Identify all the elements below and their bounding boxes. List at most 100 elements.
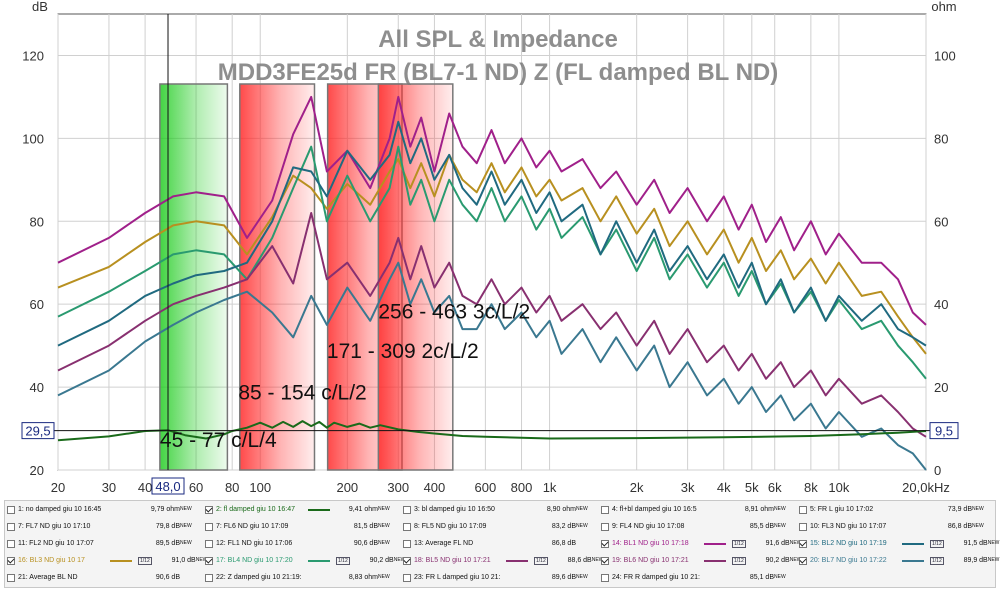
legend-checkbox[interactable] [799, 522, 807, 531]
legend-item[interactable]: 24: FR R damped giu 10 21: 85,1 dBNEW [599, 569, 786, 586]
legend-checkbox[interactable] [7, 556, 15, 565]
legend-line-sample [308, 523, 330, 530]
right-unit-label: ohm [931, 0, 956, 14]
left-unit-label: dB [32, 0, 48, 14]
legend-smoothing-badge[interactable]: 1/12 [930, 539, 944, 548]
legend-item[interactable]: 3: bl damped giu 10 16:50 8,90 ohmNEW [401, 501, 588, 518]
legend-item[interactable]: 1: no damped giu 10 16:45 9,79 ohmNEW [5, 501, 192, 518]
legend-new-tag: NEW [789, 557, 802, 563]
legend-line-sample [506, 506, 528, 513]
cursor-left-readout-box[interactable] [21, 422, 55, 440]
legend-item[interactable]: 21: Average BL ND 90,6 dB [5, 569, 180, 586]
legend-line-sample [704, 523, 726, 530]
legend-item-name: 5: FR L giu 10 17:02 [810, 506, 874, 513]
legend-item-value: 81,5 dB [353, 523, 378, 530]
legend-new-tag: NEW [195, 557, 208, 563]
series-line-6 [57, 420, 927, 442]
y-left-tick-label-1: 40 [30, 380, 44, 395]
legend-item-name: 9: FL4 ND giu 10 17:08 [612, 523, 685, 530]
legend-item-name: 7: FL7 ND giu 10 17:10 [18, 523, 91, 530]
x-tick-label-17: 8k [804, 480, 818, 495]
y-left-tick-label-3: 80 [30, 214, 44, 229]
legend-checkbox[interactable] [403, 522, 411, 531]
legend-checkbox[interactable] [601, 573, 609, 582]
legend-checkbox[interactable] [205, 522, 213, 531]
legend-checkbox[interactable] [205, 556, 213, 565]
legend-checkbox[interactable] [7, 573, 15, 582]
legend-item-value: 90,6 dB [155, 574, 180, 581]
legend-checkbox[interactable] [205, 505, 213, 514]
legend-checkbox[interactable] [601, 505, 609, 514]
legend-item-name: 13: Average FL ND [414, 540, 474, 547]
legend-item[interactable]: 13: Average FL ND 86,8 dB [401, 535, 576, 552]
legend-smoothing-badge[interactable]: 1/12 [336, 556, 350, 565]
legend-item[interactable]: 2: fl damped giu 10 16:47 9,41 ohmNEW [203, 501, 390, 518]
legend-checkbox[interactable] [403, 539, 411, 548]
legend-checkbox[interactable] [205, 573, 213, 582]
y-left-tick-label-0: 20 [30, 463, 44, 478]
legend-new-tag: NEW [378, 540, 390, 546]
legend-item[interactable]: 11: FL2 ND giu 10 17:07 89,5 dBNEW [5, 535, 192, 552]
legend-new-tag: NEW [576, 506, 588, 512]
legend-checkbox[interactable] [205, 539, 213, 548]
legend-item[interactable]: 20: BL7 ND giu 10 17:22 1/12 89,9 dBNEW [797, 552, 999, 569]
legend-item-name: 1: no damped giu 10 16:45 [18, 506, 102, 513]
cursor-right-readout-box[interactable] [929, 422, 959, 440]
legend-item[interactable]: 15: BL2 ND giu 10 17:19 1/12 91,5 dBNEW [797, 535, 999, 552]
legend-smoothing-badge[interactable]: 1/12 [732, 556, 746, 565]
cursor-x-readout-box[interactable] [151, 477, 185, 495]
legend-checkbox[interactable] [799, 505, 807, 514]
legend-smoothing-badge[interactable]: 1/12 [732, 539, 746, 548]
legend-item[interactable]: 16: BL3 ND giu 10 17 1/12 91,0 dBNEW [5, 552, 207, 569]
x-tick-label-6: 200 [336, 480, 358, 495]
legend-checkbox[interactable] [403, 505, 411, 514]
legend-item-value: 83,2 dB [551, 523, 576, 530]
legend-smoothing-badge[interactable]: 1/12 [930, 556, 944, 565]
legend-item-name: 24: FR R damped giu 10 21: [612, 574, 700, 581]
legend-item-name: 12: FL1 ND giu 10 17:06 [216, 540, 293, 547]
legend-item[interactable]: 18: BL5 ND giu 10 17:21 1/12 88,6 dBNEW [401, 552, 603, 569]
legend-checkbox[interactable] [601, 556, 609, 565]
legend-new-tag: NEW [180, 523, 192, 529]
legend-checkbox[interactable] [799, 556, 807, 565]
x-tick-label-3: 60 [189, 480, 203, 495]
series-line-0 [57, 95, 927, 326]
legend-checkbox[interactable] [601, 522, 609, 531]
legend-line-sample [902, 523, 924, 530]
legend-item-name: 11: FL2 ND giu 10 17:07 [18, 540, 94, 547]
legend-item-name: 18: BL5 ND giu 10 17:21 [414, 557, 491, 564]
legend-checkbox[interactable] [403, 556, 411, 565]
legend-new-tag: NEW [378, 523, 390, 529]
legend-line-sample [110, 540, 132, 547]
legend-line-sample [110, 557, 132, 564]
legend-item[interactable]: 19: BL6 ND giu 10 17:21 1/12 90,2 dBNEW [599, 552, 801, 569]
legend-checkbox[interactable] [799, 539, 807, 548]
legend-item[interactable]: 9: FL4 ND giu 10 17:08 85,5 dBNEW [599, 518, 786, 535]
legend-item[interactable]: 7: FL7 ND giu 10 17:10 79,8 dBNEW [5, 518, 192, 535]
spl-impedance-chart: dB ohm All SPL & Impedance MDD3FE25d FR … [21, 0, 959, 495]
legend-smoothing-badge[interactable]: 1/12 [534, 556, 548, 565]
legend-item-name: 7: FL6 ND giu 10 17:09 [216, 523, 289, 530]
legend-item[interactable]: 22: Z damped giu 10 21:19: 8,83 ohmNEW [203, 569, 390, 586]
legend-item[interactable]: 7: FL6 ND giu 10 17:09 81,5 dBNEW [203, 518, 390, 535]
legend-item[interactable]: 5: FR L giu 10 17:02 73,9 dBNEW [797, 501, 984, 518]
legend-item[interactable]: 8: FL5 ND giu 10 17:09 83,2 dBNEW [401, 518, 588, 535]
legend-item-value: 9,41 ohm [348, 506, 378, 513]
legend-checkbox[interactable] [7, 539, 15, 548]
legend-item[interactable]: 12: FL1 ND giu 10 17:06 90,6 dBNEW [203, 535, 390, 552]
legend-checkbox[interactable] [601, 539, 609, 548]
x-tick-label-10: 800 [511, 480, 533, 495]
legend-item[interactable]: 4: fl+bl damped giu 10 16:5 8,91 ohmNEW [599, 501, 786, 518]
legend-line-sample [902, 506, 924, 513]
legend-item[interactable]: 10: FL3 ND giu 10 17:07 86,8 dBNEW [797, 518, 984, 535]
legend-checkbox[interactable] [7, 505, 15, 514]
legend-checkbox[interactable] [403, 573, 411, 582]
legend-item[interactable]: 23: FR L damped giu 10 21: 89,6 dBNEW [401, 569, 588, 586]
legend-item[interactable]: 17: BL4 ND giu 10 17:20 1/12 90,2 dBNEW [203, 552, 405, 569]
legend-line-sample [506, 540, 528, 547]
legend-item-value: 79,8 dB [155, 523, 180, 530]
legend-smoothing-badge[interactable]: 1/12 [138, 556, 152, 565]
legend-checkbox[interactable] [7, 522, 15, 531]
legend-item[interactable]: 14: BL1 ND giu 10 17:18 1/12 91,6 dBNEW [599, 535, 801, 552]
legend-item-value: 85,1 dB [749, 574, 774, 581]
